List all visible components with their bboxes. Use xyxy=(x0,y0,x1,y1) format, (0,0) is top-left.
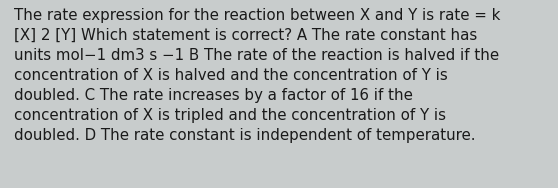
Text: The rate expression for the reaction between X and Y is rate = k
[X] 2 [Y] Which: The rate expression for the reaction bet… xyxy=(14,8,501,143)
